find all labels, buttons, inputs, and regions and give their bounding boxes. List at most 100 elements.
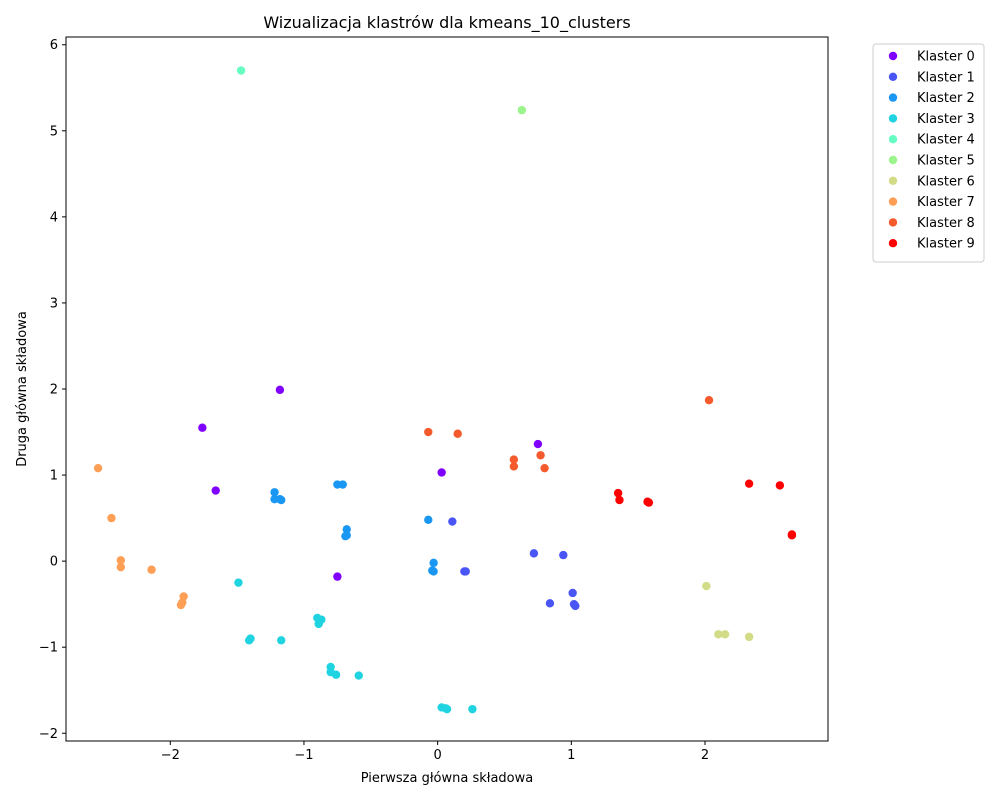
data-point bbox=[275, 494, 285, 504]
data-point bbox=[571, 601, 580, 611]
data-point bbox=[236, 66, 246, 75]
series-5 bbox=[517, 105, 527, 115]
data-point bbox=[517, 105, 527, 115]
series-7 bbox=[93, 463, 188, 610]
series-9 bbox=[613, 479, 797, 540]
legend-marker bbox=[888, 114, 898, 123]
data-point bbox=[509, 462, 519, 471]
y-tick-label: 1 bbox=[50, 469, 58, 484]
data-point bbox=[342, 531, 351, 540]
data-point bbox=[568, 588, 577, 598]
y-tick-label: 2 bbox=[50, 383, 58, 398]
series-3 bbox=[234, 578, 477, 714]
x-tick-label: 2 bbox=[701, 748, 709, 763]
legend-label: Klaster 6 bbox=[917, 174, 975, 189]
data-point bbox=[704, 395, 714, 405]
data-point bbox=[442, 704, 452, 714]
data-point bbox=[559, 550, 568, 560]
data-point bbox=[116, 556, 126, 565]
y-tick-label: 6 bbox=[50, 38, 58, 53]
y-tick-label: 0 bbox=[50, 555, 58, 570]
data-point bbox=[338, 480, 347, 489]
data-point bbox=[429, 558, 438, 568]
y-axis: −2 −1 0 1 2 3 4 5 6 bbox=[39, 38, 66, 742]
legend-marker bbox=[888, 93, 898, 102]
data-point bbox=[107, 513, 116, 523]
legend-marker bbox=[888, 51, 898, 61]
legend-marker bbox=[888, 176, 898, 185]
legend-marker bbox=[888, 155, 898, 165]
data-point bbox=[277, 636, 286, 645]
data-point bbox=[536, 451, 545, 460]
data-point bbox=[702, 581, 711, 591]
legend-label: Klaster 2 bbox=[917, 91, 975, 106]
data-point bbox=[424, 515, 433, 525]
data-point bbox=[545, 599, 555, 608]
data-point bbox=[333, 572, 342, 581]
data-point bbox=[147, 565, 156, 574]
data-point bbox=[468, 704, 477, 714]
data-point bbox=[744, 479, 754, 488]
data-point bbox=[453, 429, 462, 438]
x-tick-label: −1 bbox=[294, 748, 313, 763]
legend-marker bbox=[888, 197, 898, 206]
data-point bbox=[275, 385, 285, 395]
y-tick-label: 5 bbox=[50, 124, 58, 139]
data-point bbox=[775, 481, 785, 490]
data-point bbox=[342, 525, 351, 534]
legend-label: Klaster 3 bbox=[917, 112, 975, 127]
data-point bbox=[615, 495, 624, 505]
legend-label: Klaster 0 bbox=[917, 50, 975, 65]
data-point bbox=[787, 531, 797, 540]
data-point bbox=[270, 488, 279, 497]
y-axis-label: Druga główna składowa bbox=[15, 311, 30, 467]
data-point bbox=[234, 578, 243, 587]
data-point bbox=[509, 455, 519, 464]
y-tick-label: 3 bbox=[50, 296, 58, 311]
series-2 bbox=[270, 480, 438, 576]
x-tick-label: −2 bbox=[161, 748, 180, 763]
data-point bbox=[211, 486, 220, 495]
data-point bbox=[613, 488, 623, 498]
data-point bbox=[116, 562, 126, 572]
legend-marker bbox=[888, 239, 898, 248]
legend-label: Klaster 8 bbox=[917, 216, 975, 231]
legend-marker bbox=[888, 72, 898, 82]
series-8 bbox=[424, 395, 714, 473]
data-point bbox=[429, 567, 438, 576]
legend-label: Klaster 4 bbox=[917, 133, 975, 148]
x-tick-label: 0 bbox=[434, 748, 442, 763]
legend-marker bbox=[888, 218, 898, 227]
data-point bbox=[246, 634, 255, 643]
data-point bbox=[331, 670, 341, 679]
y-tick-label: −2 bbox=[39, 727, 58, 742]
legend-box bbox=[872, 43, 985, 263]
series-6 bbox=[702, 581, 754, 642]
x-axis: −2 −1 0 1 2 bbox=[161, 741, 709, 763]
series-4 bbox=[236, 66, 246, 75]
data-point bbox=[424, 427, 433, 437]
legend: Klaster 0 Klaster 1 Klaster 2 Klaster 3 Klas… bbox=[872, 43, 985, 263]
data-point bbox=[437, 468, 446, 477]
data-point bbox=[533, 439, 543, 449]
legend-marker bbox=[888, 135, 898, 144]
legend-label: Klaster 9 bbox=[917, 237, 975, 252]
data-point bbox=[644, 498, 654, 507]
y-tick-label: 4 bbox=[50, 210, 58, 225]
plot-frame bbox=[65, 36, 829, 742]
legend-label: Klaster 5 bbox=[917, 154, 975, 169]
data-point bbox=[198, 423, 207, 432]
x-tick-label: 1 bbox=[567, 748, 575, 763]
legend-label: Klaster 1 bbox=[917, 70, 975, 85]
data-point bbox=[93, 463, 103, 473]
x-axis-label: Pierwsza główna składowa bbox=[361, 771, 533, 786]
data-point bbox=[448, 517, 457, 526]
data-point bbox=[714, 630, 723, 639]
y-tick-label: −1 bbox=[39, 641, 58, 656]
data-point bbox=[314, 619, 323, 629]
series-1 bbox=[448, 517, 580, 611]
data-point bbox=[720, 630, 730, 639]
legend-label: Klaster 7 bbox=[917, 195, 975, 210]
data-point bbox=[461, 567, 470, 576]
